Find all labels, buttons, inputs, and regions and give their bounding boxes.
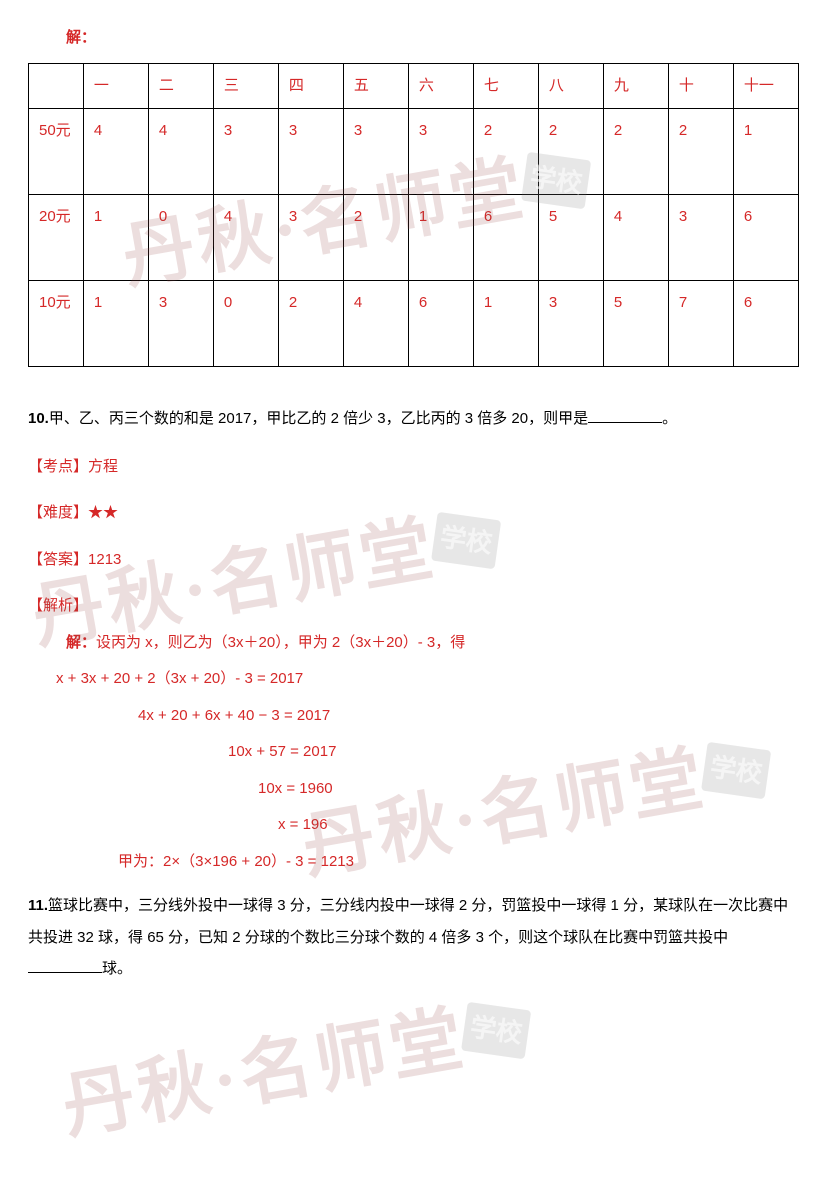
solution-step: 4x + 20 + 6x + 40 − 3 = 2017 [28,702,799,731]
table-cell: 4 [148,109,213,195]
solution-step: 甲为：2×（3×196 + 20）- 3 = 1213 [28,848,799,877]
solution-step: 10x + 57 = 2017 [28,738,799,767]
table-cell: 3 [213,109,278,195]
table-row-label: 50元 [29,109,84,195]
table-header-cell: 十一 [733,63,798,109]
table-header-cell: 五 [343,63,408,109]
table-cell: 4 [213,195,278,281]
question-text: 甲、乙、丙三个数的和是 2017，甲比乙的 2 倍少 3，乙比丙的 3 倍多 2… [49,410,588,427]
daan: 【答案】1213 [28,546,799,575]
solution-step: x + 3x + 20 + 2（3x + 20）- 3 = 2017 [28,665,799,694]
daan-value: 1213 [88,551,121,568]
table-cell: 7 [668,281,733,367]
table-row-label: 20元 [29,195,84,281]
table-cell: 0 [148,195,213,281]
solution-label: 解： [28,24,799,53]
solution-step: 解：设丙为 x，则乙为（3x＋20），甲为 2（3x＋20）- 3，得 [28,629,799,658]
table-cell: 0 [213,281,278,367]
jie-label: 解： [66,634,96,651]
blank-line [28,972,102,973]
nandu-label: 【难度】 [28,504,88,521]
table-cell: 3 [408,109,473,195]
daan-label: 【答案】 [28,551,88,568]
table-header-cell [29,63,84,109]
watermark-tag: 学校 [461,1002,531,1060]
question-number: 10. [28,410,49,427]
table-cell: 4 [603,195,668,281]
solution-step: x = 196 [28,811,799,840]
table-row: 20元 1 0 4 3 2 1 6 5 4 3 6 [29,195,799,281]
table-cell: 4 [343,281,408,367]
table-header-cell: 四 [278,63,343,109]
table-cell: 1 [83,281,148,367]
table-cell: 2 [343,195,408,281]
table-cell: 5 [603,281,668,367]
table-header-cell: 八 [538,63,603,109]
table-header-cell: 十 [668,63,733,109]
table-cell: 3 [278,109,343,195]
table-cell: 1 [83,195,148,281]
table-cell: 6 [473,195,538,281]
table-cell: 4 [83,109,148,195]
table-cell: 5 [538,195,603,281]
question-text: 篮球比赛中，三分线外投中一球得 3 分，三分线内投中一球得 2 分，罚篮投中一球… [28,897,788,946]
jiexi-label: 【解析】 [28,592,799,621]
question-text-tail: 。 [662,410,677,427]
table-row: 10元 1 3 0 2 4 6 1 3 5 7 6 [29,281,799,367]
table-row-label: 10元 [29,281,84,367]
kaodian: 【考点】方程 [28,453,799,482]
table-header-cell: 六 [408,63,473,109]
table-row: 50元 4 4 3 3 3 3 2 2 2 2 1 [29,109,799,195]
question-10: 10.甲、乙、丙三个数的和是 2017，甲比乙的 2 倍少 3，乙比丙的 3 倍… [28,403,799,435]
step-text: 设丙为 x，则乙为（3x＋20），甲为 2（3x＋20）- 3，得 [96,634,465,651]
table-cell: 1 [408,195,473,281]
blank-line [588,422,662,423]
table-header-cell: 三 [213,63,278,109]
table-cell: 3 [668,195,733,281]
solution-table: 一 二 三 四 五 六 七 八 九 十 十一 50元 4 4 3 3 3 3 2… [28,63,799,368]
question-number: 11. [28,897,48,914]
table-cell: 3 [148,281,213,367]
question-11: 11.篮球比赛中，三分线外投中一球得 3 分，三分线内投中一球得 2 分，罚篮投… [28,890,799,985]
table-cell: 2 [473,109,538,195]
watermark-text: 丹秋·名师堂 [57,998,473,1148]
nandu-value: ★★ [88,504,118,521]
watermark: 丹秋·名师堂学校 [292,701,775,917]
table-header-cell: 二 [148,63,213,109]
table-cell: 6 [733,195,798,281]
table-header-cell: 七 [473,63,538,109]
question-text-tail: 球。 [102,960,132,977]
table-cell: 3 [343,109,408,195]
nandu: 【难度】★★ [28,499,799,528]
table-cell: 2 [603,109,668,195]
table-cell: 6 [408,281,473,367]
table-cell: 2 [668,109,733,195]
table-cell: 2 [538,109,603,195]
solution-step: 10x = 1960 [28,775,799,804]
table-header-cell: 一 [83,63,148,109]
kaodian-label: 【考点】 [28,458,88,475]
table-cell: 6 [733,281,798,367]
table-cell: 3 [538,281,603,367]
table-cell: 3 [278,195,343,281]
table-cell: 1 [733,109,798,195]
table-cell: 1 [473,281,538,367]
watermark: 丹秋·名师堂学校 [52,961,535,1177]
table-header-cell: 九 [603,63,668,109]
kaodian-value: 方程 [88,458,118,475]
table-cell: 2 [278,281,343,367]
table-header-row: 一 二 三 四 五 六 七 八 九 十 十一 [29,63,799,109]
